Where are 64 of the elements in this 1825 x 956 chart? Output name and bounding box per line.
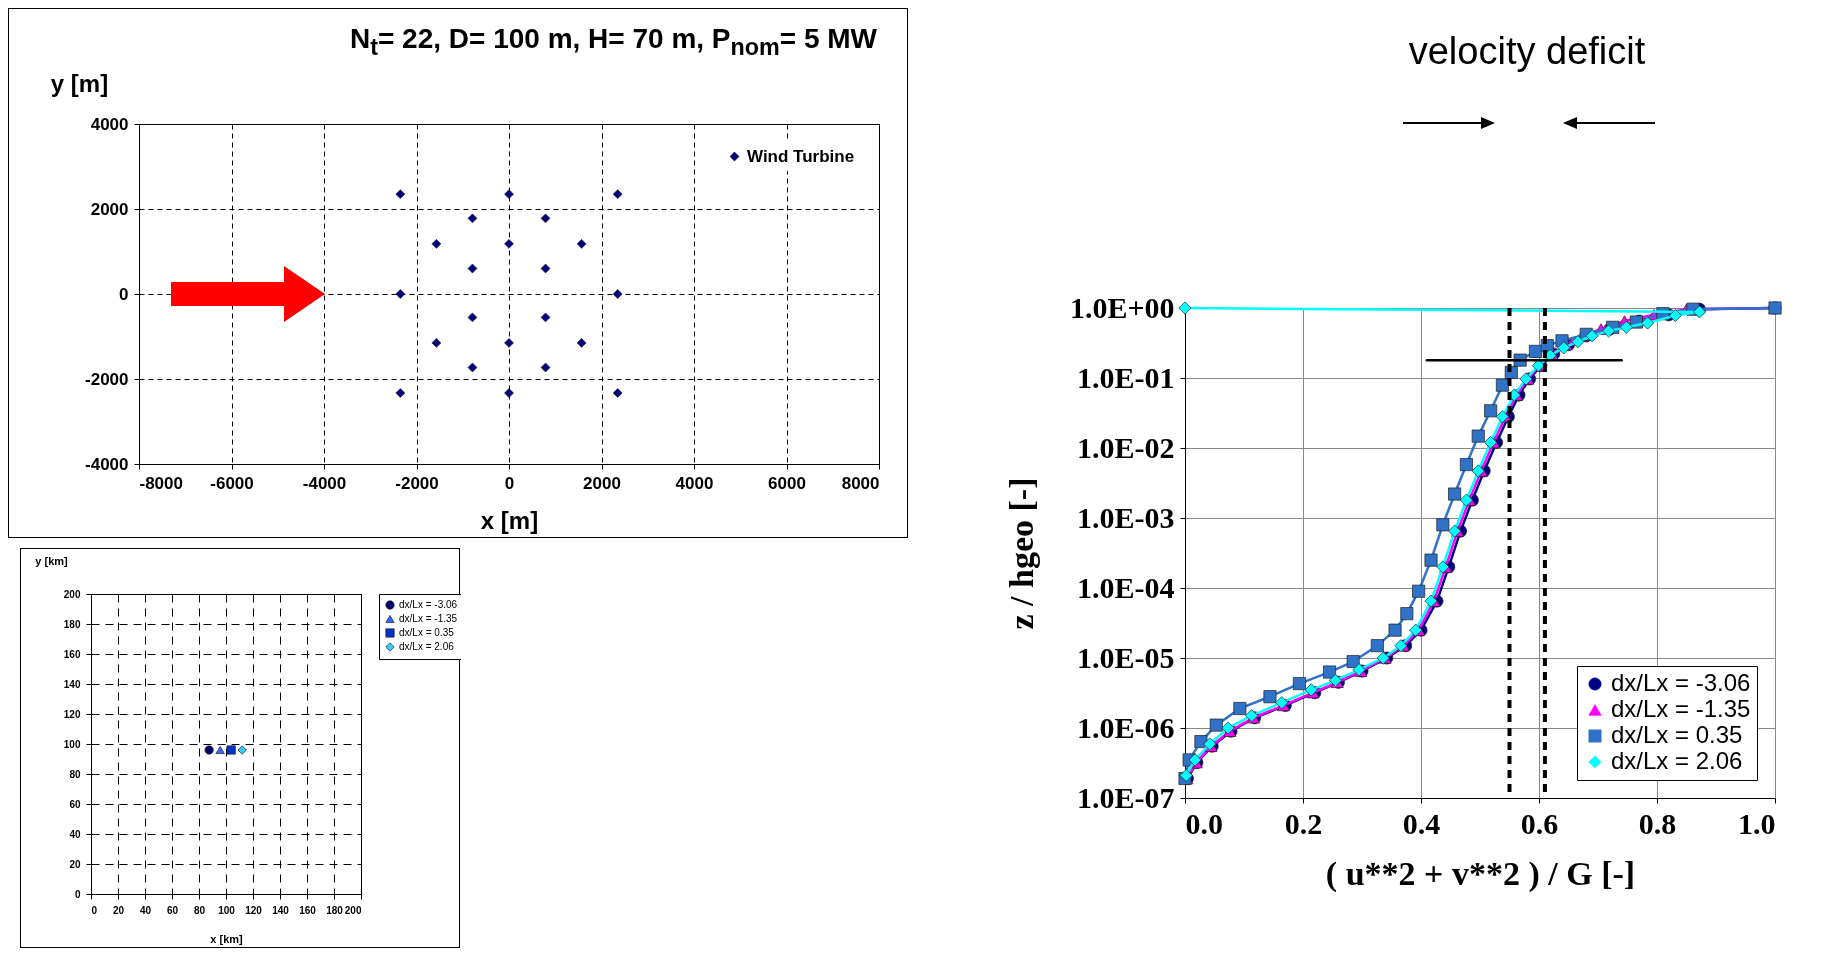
x-tick-label: 8000	[841, 473, 880, 493]
y-tick-label: 1.0E-02	[1077, 430, 1175, 464]
legend-label: dx/Lx = 2.06	[399, 641, 455, 652]
y-axis-title: y [m]	[50, 69, 109, 97]
x-tick-label: 1.0	[1738, 806, 1776, 840]
y-tick-label: 1.0E+00	[1069, 290, 1175, 324]
text: velocity deficit	[1408, 30, 1646, 73]
x-tick-label: 120	[245, 904, 263, 916]
x-tick-label: 140	[272, 904, 290, 916]
x-axis-title: x [km]	[210, 932, 244, 945]
y-tick-label: -4000	[85, 454, 129, 474]
x-tick-label: 0.2	[1284, 806, 1323, 840]
x-tick-label: 160	[299, 904, 317, 916]
y-tick-label: 180	[63, 618, 81, 630]
y-tick-label: 2000	[90, 199, 129, 219]
y-tick-label: 200	[63, 588, 81, 600]
y-tick-label: 60	[69, 798, 81, 810]
y-tick-label: 1.0E-06	[1077, 710, 1175, 744]
legend-label: dx/Lx = -1.35	[1611, 695, 1751, 722]
y-tick-label: 4000	[90, 114, 129, 134]
x-tick-label: 100	[218, 904, 236, 916]
x-tick-label: 4000	[675, 473, 714, 493]
x-tick-label: 0.0	[1185, 806, 1223, 840]
x-tick-label: 6000	[768, 473, 806, 493]
legend-label: dx/Lx = 2.06	[1611, 747, 1743, 774]
y-tick-label: 120	[63, 708, 81, 720]
y-tick-label: 0	[119, 284, 129, 304]
x-tick-label: 200	[344, 904, 362, 916]
y-tick-label: 1.0E-05	[1077, 640, 1175, 674]
y-tick-label: 1.0E-04	[1077, 570, 1175, 604]
legend-label: dx/Lx = -1.35	[399, 613, 458, 624]
y-tick-label: 100	[63, 738, 81, 750]
x-tick-label: 180	[326, 904, 344, 916]
legend-label: dx/Lx = -3.06	[1611, 669, 1751, 696]
y-axis-title: z / hgeo [-]	[1002, 477, 1040, 630]
legend-label: dx/Lx = 0.35	[1611, 721, 1743, 748]
x-tick-label: 80	[193, 904, 206, 916]
y-tick-label: -2000	[85, 369, 129, 389]
x-tick-label: 0.4	[1402, 806, 1441, 840]
x-tick-label: 40	[139, 904, 152, 916]
y-tick-label: 0	[74, 888, 81, 900]
legend-label: dx/Lx = -3.06	[399, 599, 458, 610]
x-axis-title: x [m]	[480, 506, 539, 534]
x-tick-label: -4000	[302, 473, 347, 493]
y-tick-label: 80	[69, 768, 81, 780]
y-tick-label: 20	[69, 858, 81, 870]
y-tick-label: 1.0E-03	[1077, 500, 1175, 534]
y-tick-label: 160	[63, 648, 81, 660]
x-tick-label: 2000	[583, 473, 621, 493]
x-axis-title: ( u**2 + v**2 ) / G [-]	[1325, 854, 1636, 893]
legend-label: Wind Turbine	[747, 146, 855, 166]
x-tick-label: 0.6	[1520, 806, 1559, 840]
x-tick-label: -8000	[139, 473, 183, 493]
x-tick-label: -6000	[210, 473, 254, 493]
legend-label: dx/Lx = 0.35	[399, 627, 455, 638]
x-tick-label: -2000	[395, 473, 439, 493]
x-tick-label: 60	[166, 904, 179, 916]
y-tick-label: 1.0E-07	[1077, 780, 1175, 814]
y-tick-label: 140	[63, 678, 81, 690]
x-tick-label: 0.8	[1638, 806, 1677, 840]
chart-title: N$_{t}$= 22, D= 100 m, H= 70 m, P$_{nom}$= 5 MW	[349, 23, 877, 61]
y-axis-title: y [km]	[35, 554, 69, 567]
y-tick-label: 1.0E-01	[1077, 360, 1175, 394]
x-tick-label: 0	[504, 473, 515, 493]
